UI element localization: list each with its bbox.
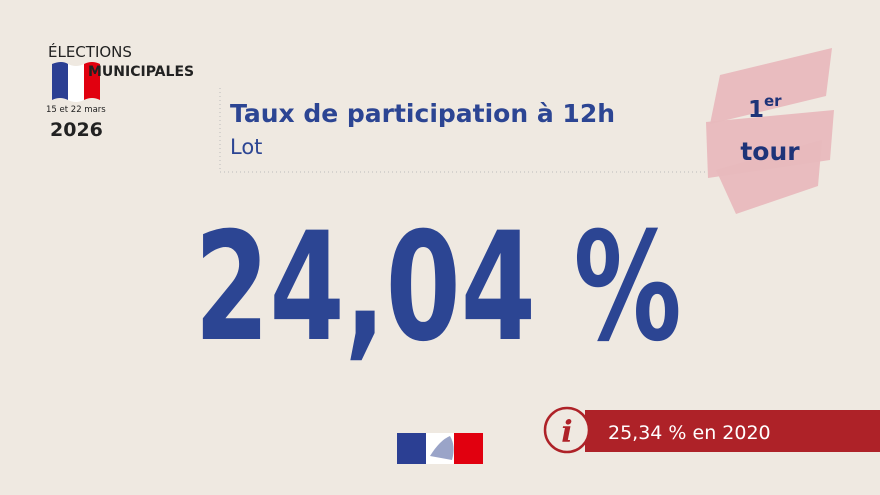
info-bar (585, 410, 880, 452)
badge-suffix: er (764, 92, 782, 110)
badge: 1 er tour (706, 48, 834, 214)
marianne-logo (397, 433, 483, 464)
logo-line1: ÉLECTIONS (48, 42, 132, 61)
flag-white (68, 64, 84, 102)
badge-label: tour (740, 137, 800, 166)
badge-shape (716, 140, 822, 214)
main-value: 24,04 % (194, 200, 681, 374)
info-text: 25,34 % en 2020 (608, 422, 771, 444)
marianne-blue (397, 433, 426, 464)
logo: ÉLECTIONS MUNICIPALES 15 et 22 mars 2026 (46, 42, 194, 141)
logo-year: 2026 (50, 119, 103, 141)
marianne-profile (430, 436, 454, 460)
info-icon: i (561, 415, 572, 450)
flag-blue (52, 62, 68, 100)
logo-line2: MUNICIPALES (88, 64, 194, 80)
title: Taux de participation à 12h (230, 99, 615, 128)
info: i 25,34 % en 2020 (543, 406, 880, 454)
logo-dates: 15 et 22 mars (46, 105, 106, 115)
badge-ordinal: 1 (748, 97, 764, 123)
badge-shape (710, 48, 832, 124)
subtitle: Lot (230, 135, 262, 159)
info-circle (543, 406, 591, 454)
marianne-red (454, 433, 483, 464)
flag-red (84, 62, 100, 100)
